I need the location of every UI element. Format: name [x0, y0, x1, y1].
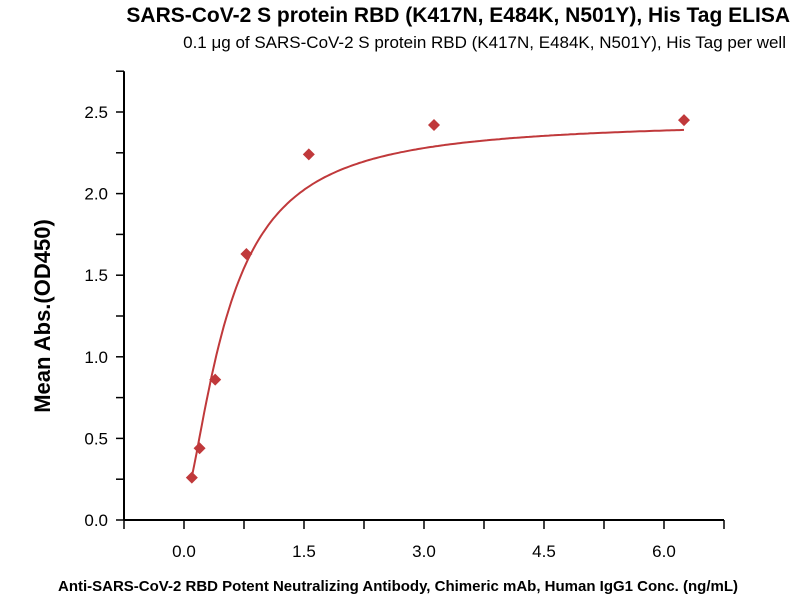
y-tick-label: 2.5 [84, 103, 108, 122]
x-tick-label: 4.5 [532, 542, 556, 561]
x-tick-label: 6.0 [652, 542, 676, 561]
x-tick-label: 3.0 [412, 542, 436, 561]
data-point [240, 247, 253, 260]
chart-subtitle: 0.1 μg of SARS-CoV-2 S protein RBD (K417… [183, 33, 786, 52]
x-tick-label: 1.5 [292, 542, 316, 561]
y-tick-label: 1.5 [84, 266, 108, 285]
data-point [193, 442, 206, 455]
data-point [678, 114, 690, 127]
y-tick-label: 1.0 [84, 348, 108, 367]
y-axis-label: Mean Abs.(OD450) [30, 219, 55, 413]
fit-curve [190, 128, 685, 478]
data-point [428, 119, 440, 132]
y-tick-label: 0.5 [84, 429, 108, 448]
y-tick-label: 2.0 [84, 185, 108, 204]
x-tick-label: 0.0 [172, 542, 196, 561]
chart-title: SARS-CoV-2 S protein RBD (K417N, E484K, … [126, 4, 790, 27]
data-point [302, 148, 315, 161]
x-axis-label: Anti-SARS-CoV-2 RBD Potent Neutralizing … [58, 578, 738, 595]
data-point [185, 471, 198, 484]
data-point [209, 373, 222, 386]
y-tick-label: 0.0 [84, 511, 108, 530]
